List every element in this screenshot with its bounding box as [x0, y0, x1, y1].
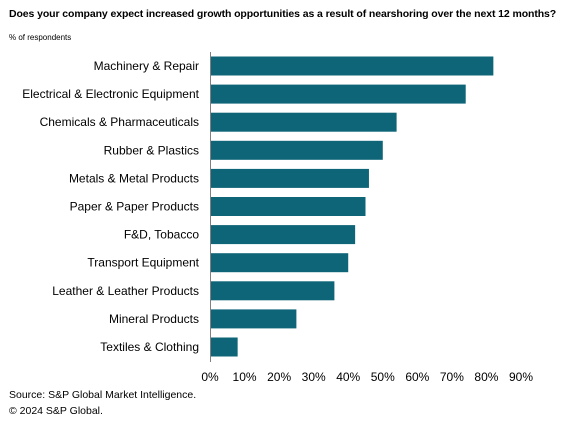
- x-tick-label-1: 10%: [233, 370, 257, 384]
- category-label-8: Transport Equipment: [87, 256, 199, 270]
- source-note: Source: S&P Global Market Intelligence.: [9, 389, 197, 401]
- x-tick-label-2: 20%: [267, 370, 291, 384]
- copyright-note: © 2024 S&P Global.: [9, 405, 103, 417]
- category-label-1: Machinery & Repair: [94, 59, 199, 73]
- bar-6: [210, 197, 366, 216]
- x-tick-label-9: 90%: [509, 370, 533, 384]
- category-label-5: Metals & Metal Products: [69, 171, 199, 185]
- category-label-11: Textiles & Clothing: [100, 340, 199, 354]
- bar-1: [210, 56, 494, 76]
- bar-7: [210, 225, 356, 245]
- category-label-7: F&D, Tobacco: [124, 228, 199, 242]
- bar-11: [210, 337, 238, 357]
- x-tick-label-4: 40%: [336, 370, 360, 384]
- x-tick-label-8: 80%: [474, 370, 498, 384]
- bar-9: [210, 281, 335, 301]
- bar-10: [210, 309, 297, 329]
- x-tick-label-7: 70%: [440, 370, 464, 384]
- category-label-6: Paper & Paper Products: [70, 200, 199, 214]
- bar-3: [210, 112, 397, 132]
- bar-8: [210, 253, 349, 273]
- category-label-3: Chemicals & Pharmaceuticals: [40, 115, 199, 129]
- x-tick-label-3: 30%: [302, 370, 326, 384]
- category-label-10: Mineral Products: [109, 312, 199, 326]
- x-tick-label-6: 60%: [405, 370, 429, 384]
- bar-4: [210, 140, 383, 160]
- bar-5: [210, 168, 369, 188]
- x-tick-label-5: 50%: [371, 370, 395, 384]
- category-label-9: Leather & Leather Products: [52, 284, 199, 298]
- category-label-4: Rubber & Plastics: [104, 143, 199, 157]
- chart-title: Does your company expect increased growt…: [9, 8, 557, 20]
- chart-subtitle: % of respondents: [9, 33, 72, 42]
- x-tick-label-0: 0%: [201, 370, 219, 384]
- bar-2: [210, 84, 466, 104]
- category-label-2: Electrical & Electronic Equipment: [22, 87, 199, 101]
